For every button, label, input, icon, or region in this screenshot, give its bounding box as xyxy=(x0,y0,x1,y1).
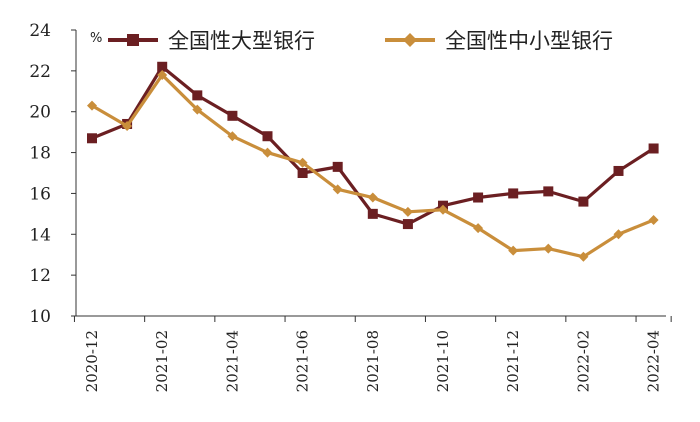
y-tick-label: 22 xyxy=(29,62,51,82)
x-tick-label: 2022-04 xyxy=(645,330,663,392)
data-point xyxy=(543,243,554,254)
data-point xyxy=(438,204,448,215)
legend: 全国性大型银行 全国性中小型银行 xyxy=(108,29,613,53)
data-point xyxy=(543,186,554,197)
data-point xyxy=(192,104,203,115)
y-tick-label: 24 xyxy=(29,21,51,41)
data-point xyxy=(262,147,273,158)
data-point xyxy=(87,133,97,144)
data-point xyxy=(122,121,133,132)
series-line xyxy=(91,73,655,259)
y-axis: 10 12 14 16 18 20 22 24 xyxy=(29,21,77,327)
legend-label-large-banks: 全国性大型银行 xyxy=(168,29,315,53)
data-point xyxy=(297,168,308,178)
x-tick-label: 2021-08 xyxy=(364,330,382,392)
data-point xyxy=(578,251,589,262)
data-point xyxy=(578,196,589,207)
y-tick-label: 12 xyxy=(29,266,51,286)
data-point xyxy=(613,229,624,240)
data-point xyxy=(332,184,343,195)
legend-label-small-medium-banks: 全国性中小型银行 xyxy=(445,29,613,53)
data-point xyxy=(402,206,413,217)
data-point xyxy=(508,188,519,199)
series-1 xyxy=(87,69,659,262)
data-point xyxy=(262,131,273,142)
data-point xyxy=(157,61,168,72)
data-point xyxy=(87,100,97,111)
y-tick-label: 10 xyxy=(29,307,51,327)
x-tick-label: 2021-04 xyxy=(223,330,241,392)
data-point xyxy=(297,157,308,168)
data-point xyxy=(192,90,203,101)
y-tick-label: 18 xyxy=(29,144,51,164)
data-point xyxy=(473,223,484,234)
legend-item-large-banks: 全国性大型银行 xyxy=(108,29,315,53)
legend-item-small-medium-banks: 全国性中小型银行 xyxy=(385,29,613,53)
y-unit-label: % xyxy=(90,31,102,46)
data-point xyxy=(157,69,168,80)
y-tick-label: 14 xyxy=(29,225,51,245)
data-point xyxy=(227,110,238,121)
x-tick-label: 2021-12 xyxy=(504,330,522,392)
data-point xyxy=(367,192,378,203)
legend-marker xyxy=(127,34,139,46)
x-tick-label: 2020-12 xyxy=(83,330,101,392)
data-point xyxy=(473,192,484,203)
x-tick-label: 2022-02 xyxy=(574,330,592,392)
series-layer xyxy=(87,61,659,262)
data-point xyxy=(367,208,378,219)
y-tick-label: 16 xyxy=(29,184,51,204)
x-tick-label: 2021-02 xyxy=(153,330,171,392)
data-point xyxy=(648,143,659,154)
legend-marker xyxy=(403,33,417,47)
data-point xyxy=(227,131,238,142)
data-point xyxy=(508,245,519,256)
x-tick-label: 2021-06 xyxy=(294,330,312,392)
x-tick-label: 2021-10 xyxy=(434,330,452,392)
data-point xyxy=(332,161,343,172)
x-axis: 2020-12 2021-02 2021-04 2021-06 2021-08 2021-… xyxy=(73,315,672,392)
data-point xyxy=(402,219,413,230)
data-point xyxy=(648,214,659,225)
data-point xyxy=(613,165,624,176)
y-tick-label: 20 xyxy=(29,103,51,123)
